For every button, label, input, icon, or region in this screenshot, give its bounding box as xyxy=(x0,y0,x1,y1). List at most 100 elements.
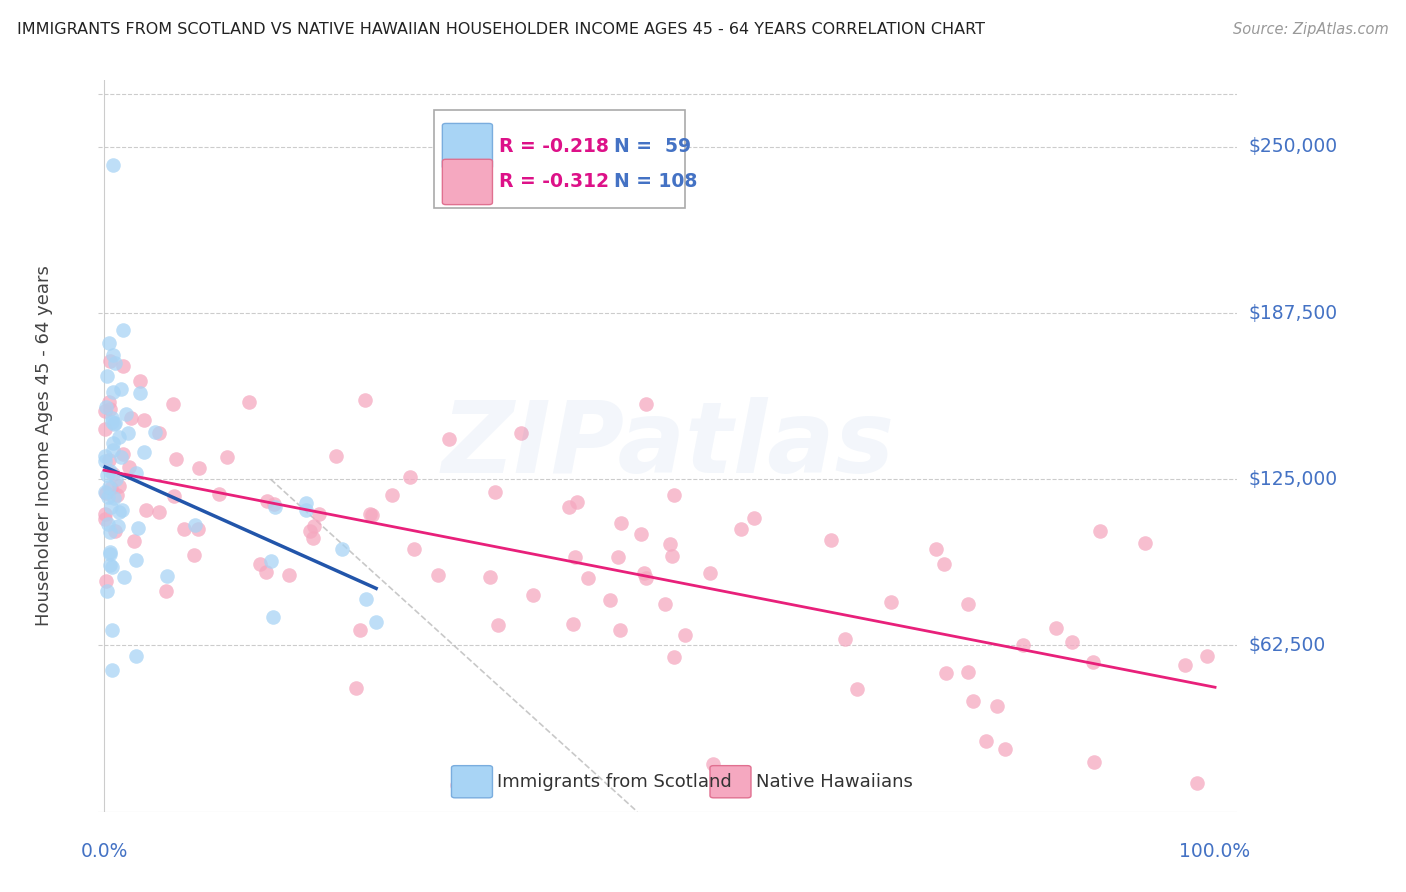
Text: Source: ZipAtlas.com: Source: ZipAtlas.com xyxy=(1233,22,1389,37)
Point xyxy=(262,610,284,624)
Point xyxy=(934,558,956,572)
Point xyxy=(100,500,122,514)
Point xyxy=(187,522,209,536)
Point xyxy=(94,403,117,417)
Point xyxy=(98,547,121,561)
Point xyxy=(564,549,586,564)
Point xyxy=(94,485,117,500)
Point xyxy=(112,359,135,373)
Point xyxy=(567,495,589,509)
Point xyxy=(97,336,120,351)
Point xyxy=(101,411,124,425)
Point xyxy=(509,425,531,440)
Point xyxy=(98,353,121,368)
Point xyxy=(599,593,621,607)
Point xyxy=(94,422,117,436)
Point xyxy=(366,615,388,629)
Point xyxy=(100,481,122,495)
Point xyxy=(879,595,901,609)
Point xyxy=(630,526,652,541)
Point xyxy=(479,570,502,584)
Point xyxy=(173,522,195,536)
Point xyxy=(118,459,141,474)
Point xyxy=(97,517,120,532)
Point xyxy=(1083,755,1105,769)
Point xyxy=(302,519,325,533)
Point xyxy=(148,426,170,441)
Point xyxy=(98,525,121,540)
Point xyxy=(103,443,125,458)
Point xyxy=(112,569,135,583)
Point xyxy=(1060,635,1083,649)
Point xyxy=(256,565,278,579)
Text: Native Hawaiians: Native Hawaiians xyxy=(755,772,912,790)
Point xyxy=(98,402,121,417)
Point xyxy=(607,549,630,564)
Point xyxy=(104,356,127,370)
Point xyxy=(124,552,146,566)
Point xyxy=(94,486,117,500)
Point xyxy=(135,503,157,517)
Point xyxy=(108,479,131,493)
Point xyxy=(446,778,468,792)
Text: 100.0%: 100.0% xyxy=(1180,842,1250,862)
Text: $250,000: $250,000 xyxy=(1249,137,1337,156)
Text: 0.0%: 0.0% xyxy=(80,842,128,862)
Point xyxy=(103,384,125,399)
Point xyxy=(94,508,117,522)
Text: N = 108: N = 108 xyxy=(614,172,697,192)
Point xyxy=(128,385,150,400)
Point xyxy=(1045,621,1067,635)
Point xyxy=(277,567,299,582)
Point xyxy=(98,558,121,572)
Point xyxy=(294,495,316,509)
Point xyxy=(325,449,347,463)
Text: IMMIGRANTS FROM SCOTLAND VS NATIVE HAWAIIAN HOUSEHOLDER INCOME AGES 45 - 64 YEAR: IMMIGRANTS FROM SCOTLAND VS NATIVE HAWAI… xyxy=(17,22,984,37)
Point xyxy=(845,682,868,697)
Point xyxy=(238,395,260,409)
Point xyxy=(486,618,509,632)
Point xyxy=(101,415,124,429)
Point xyxy=(1197,648,1219,663)
Text: $187,500: $187,500 xyxy=(1249,303,1337,323)
Point xyxy=(163,489,186,503)
Point xyxy=(101,624,124,638)
Point xyxy=(699,566,721,580)
Text: Householder Income Ages 45 - 64 years: Householder Income Ages 45 - 64 years xyxy=(35,266,53,626)
Point xyxy=(148,505,170,519)
Point xyxy=(98,545,121,559)
Point xyxy=(1012,638,1035,652)
Point xyxy=(215,450,238,464)
Point xyxy=(427,567,450,582)
Text: ZIPatlas: ZIPatlas xyxy=(441,398,894,494)
Point xyxy=(437,432,460,446)
Point xyxy=(188,460,211,475)
Point xyxy=(263,500,285,514)
Point xyxy=(576,571,599,585)
Point xyxy=(295,503,318,517)
Point xyxy=(98,480,121,494)
Point xyxy=(125,466,148,480)
Point xyxy=(107,430,129,444)
Text: N =  59: N = 59 xyxy=(614,136,692,155)
Point xyxy=(349,624,371,638)
Point xyxy=(105,487,128,501)
FancyBboxPatch shape xyxy=(710,765,751,797)
Point xyxy=(111,503,134,517)
Point xyxy=(634,397,657,411)
Point xyxy=(110,382,132,396)
Point xyxy=(98,453,121,467)
Point xyxy=(962,694,984,708)
Point xyxy=(522,588,544,602)
Point xyxy=(112,323,135,337)
Point xyxy=(165,452,187,467)
Point xyxy=(208,487,231,501)
Point xyxy=(105,472,128,486)
Point xyxy=(114,408,136,422)
Point xyxy=(103,491,125,505)
Point xyxy=(299,524,322,538)
Point xyxy=(742,511,765,525)
Point xyxy=(98,464,121,478)
Point xyxy=(924,541,946,556)
Point xyxy=(302,531,325,545)
